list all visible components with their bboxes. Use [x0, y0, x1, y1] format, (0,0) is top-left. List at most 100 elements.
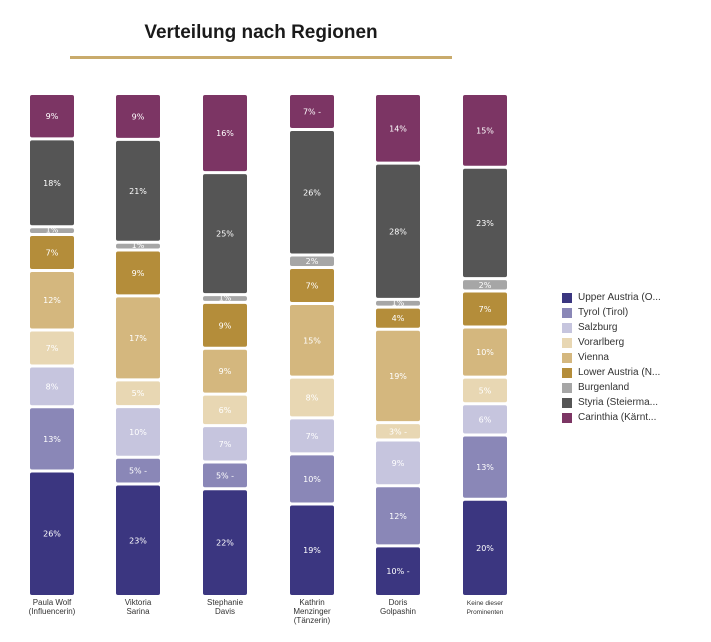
legend-swatch: [562, 412, 572, 423]
bar-segment-upper-austria-o-5: [376, 547, 420, 595]
legend-item: Vorarlberg: [562, 335, 661, 350]
data-label: 5% -: [129, 467, 147, 476]
data-label: 28%: [389, 227, 407, 236]
data-label: 17%: [129, 334, 147, 343]
bar-segment-carinthia-k-rnt-2: [116, 95, 160, 138]
data-label: 7%: [479, 305, 492, 314]
data-label: 16%: [216, 129, 234, 138]
bar-segment-styria-steierma-6: [463, 168, 507, 278]
bar-segment-burgenland-3: [203, 296, 247, 301]
bar-segment-vienna-1: [30, 271, 74, 329]
legend-label: Upper Austria (O...: [578, 292, 661, 303]
bar-segment-tyrol-tirol-1: [30, 408, 74, 470]
bar-segment-upper-austria-o-4: [290, 505, 334, 595]
data-label: 15%: [476, 126, 494, 135]
legend-swatch: [562, 367, 572, 378]
bar-segment-vorarlberg-2: [116, 381, 160, 406]
category-label: Doris Golpashin: [380, 598, 416, 616]
bar-segment-styria-steierma-3: [203, 174, 247, 294]
bar-segment-lower-austria-n-1: [30, 235, 74, 269]
bar-segment-lower-austria-n-3: [203, 303, 247, 347]
data-label: 1%: [219, 294, 232, 303]
data-label: 14%: [389, 124, 407, 133]
data-label: 20%: [476, 544, 494, 553]
bar-segment-vienna-3: [203, 349, 247, 393]
bar-segment-upper-austria-o-2: [116, 485, 160, 595]
data-label: 8%: [46, 382, 59, 391]
data-label: 22%: [216, 539, 234, 548]
category-label: Keine dieser Prominenten: [467, 600, 504, 616]
data-label: 10%: [476, 348, 494, 357]
bar-segment-styria-steierma-4: [290, 130, 334, 254]
data-label: 19%: [389, 372, 407, 381]
legend-label: Vienna: [578, 352, 609, 363]
bar-segment-burgenland-2: [116, 243, 160, 249]
legend-item: Carinthia (Kärnt...: [562, 410, 661, 425]
bar-segment-styria-steierma-5: [376, 164, 420, 298]
bar-segment-tyrol-tirol-6: [463, 436, 507, 498]
data-label: 7%: [306, 281, 319, 290]
bar-segment-vorarlberg-3: [203, 395, 247, 425]
data-label: 1%: [132, 241, 145, 250]
legend-item: Lower Austria (N...: [562, 365, 661, 380]
data-label: 10%: [129, 428, 147, 437]
bar-segment-salzburg-5: [376, 441, 420, 485]
data-label: 5% -: [216, 471, 234, 480]
legend-label: Tyrol (Tirol): [578, 307, 629, 318]
chart-title: Verteilung nach Regionen: [144, 22, 378, 43]
legend-item: Tyrol (Tirol): [562, 305, 661, 320]
data-label: 12%: [43, 296, 61, 305]
legend-swatch: [562, 397, 572, 408]
data-label: 10% -: [386, 567, 409, 576]
legend-item: Upper Austria (O...: [562, 290, 661, 305]
category-label: Kathrin Menzinger (Tänzerin): [293, 598, 331, 625]
data-label: 23%: [129, 536, 147, 545]
bar-segment-tyrol-tirol-5: [376, 487, 420, 545]
legend-label: Carinthia (Kärnt...: [578, 412, 657, 423]
title-underline: [70, 56, 452, 59]
bar-segment-vorarlberg-1: [30, 331, 74, 365]
legend-item: Styria (Steierma...: [562, 395, 661, 410]
data-label: 3% -: [389, 427, 407, 436]
bar-segment-tyrol-tirol-4: [290, 455, 334, 503]
category-label: Viktoria Sarina: [125, 598, 152, 616]
bar-segment-burgenland-5: [376, 300, 420, 306]
bar-segment-salzburg-1: [30, 367, 74, 406]
category-label: Paula Wolf (Influencerin): [29, 598, 76, 616]
data-label: 23%: [476, 219, 494, 228]
bar-segment-carinthia-k-rnt-1: [30, 95, 74, 138]
bar-segment-vienna-6: [463, 328, 507, 376]
data-label: 13%: [476, 463, 494, 472]
chart-legend: Upper Austria (O... Tyrol (Tirol) Salzburg…: [562, 290, 661, 425]
data-label: 26%: [303, 188, 321, 197]
bar-segment-lower-austria-n-6: [463, 292, 507, 326]
data-label: 1%: [46, 226, 59, 235]
data-label: 7% -: [303, 107, 321, 116]
bar-segment-salzburg-6: [463, 405, 507, 434]
legend-swatch: [562, 352, 572, 363]
data-label: 6%: [479, 415, 492, 424]
category-label: Stephanie Davis: [207, 598, 244, 616]
legend-label: Styria (Steierma...: [578, 397, 659, 408]
data-label: 2%: [306, 257, 319, 266]
data-label: 7%: [306, 432, 319, 441]
bar-segment-burgenland-4: [290, 256, 334, 266]
legend-item: Vienna: [562, 350, 661, 365]
bar-segment-salzburg-3: [203, 427, 247, 461]
data-label: 9%: [219, 321, 232, 330]
data-label: 21%: [129, 187, 147, 196]
bar-segment-burgenland-6: [463, 280, 507, 290]
data-label: 9%: [132, 112, 145, 121]
bar-segment-salzburg-2: [116, 408, 160, 456]
bar-segment-styria-steierma-2: [116, 140, 160, 241]
bar-segment-styria-steierma-1: [30, 140, 74, 226]
legend-swatch: [562, 307, 572, 318]
legend-label: Burgenland: [578, 382, 630, 393]
legend-label: Lower Austria (N...: [578, 367, 661, 378]
data-label: 13%: [43, 435, 61, 444]
bar-segment-vienna-4: [290, 304, 334, 376]
data-label: 5%: [479, 386, 492, 395]
legend-label: Salzburg: [578, 322, 618, 333]
bar-segment-burgenland-1: [30, 228, 74, 233]
legend-swatch: [562, 292, 572, 303]
